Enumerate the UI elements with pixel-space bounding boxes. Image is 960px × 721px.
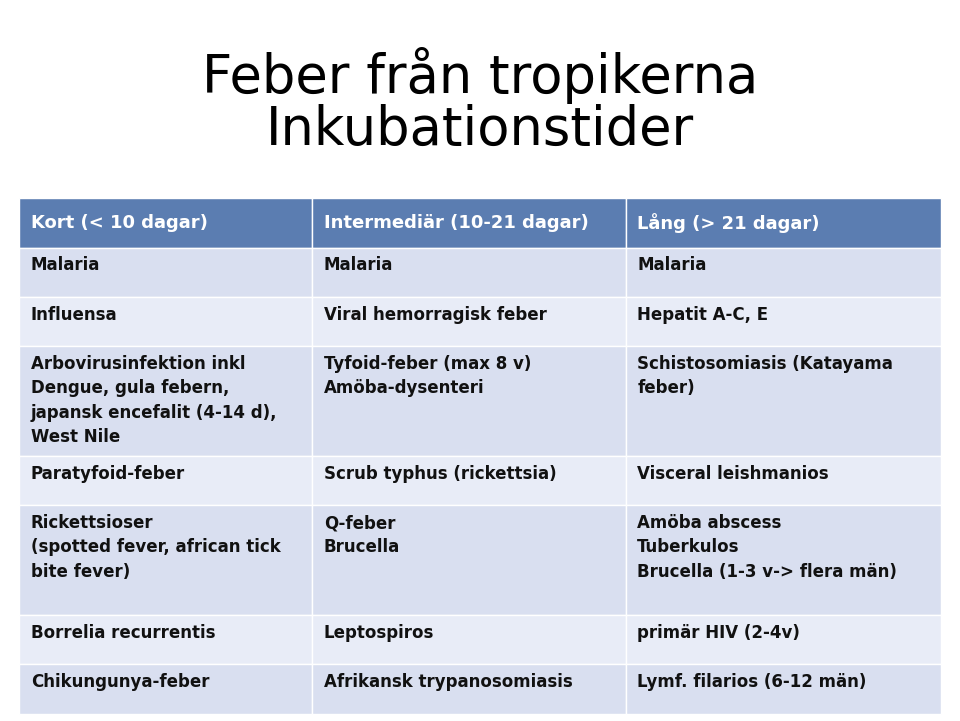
Text: Viral hemorragisk feber: Viral hemorragisk feber (324, 306, 546, 324)
Text: Hepatit A-C, E: Hepatit A-C, E (637, 306, 768, 324)
Text: Scrub typhus (rickettsia): Scrub typhus (rickettsia) (324, 464, 557, 482)
Text: Malaria: Malaria (637, 256, 707, 274)
Text: Borrelia recurrentis: Borrelia recurrentis (31, 624, 215, 642)
Text: Malaria: Malaria (31, 256, 100, 274)
Text: Arbovirusinfektion inkl
Dengue, gula febern,
japansk encefalit (4-14 d),
West Ni: Arbovirusinfektion inkl Dengue, gula feb… (31, 355, 277, 446)
Text: Afrikansk trypanosomiasis: Afrikansk trypanosomiasis (324, 673, 572, 691)
Text: Intermediär (10-21 dagar): Intermediär (10-21 dagar) (324, 214, 588, 232)
Text: Malaria: Malaria (324, 256, 394, 274)
Text: Feber från tropikerna: Feber från tropikerna (202, 47, 758, 105)
Text: primär HIV (2-4v): primär HIV (2-4v) (637, 624, 800, 642)
Text: Lång (> 21 dagar): Lång (> 21 dagar) (637, 213, 820, 233)
Text: Visceral leishmanios: Visceral leishmanios (637, 464, 828, 482)
Text: Tyfoid-feber (max 8 v)
Amöba-dysenteri: Tyfoid-feber (max 8 v) Amöba-dysenteri (324, 355, 531, 397)
Text: Chikungunya-feber: Chikungunya-feber (31, 673, 209, 691)
Text: Paratyfoid-feber: Paratyfoid-feber (31, 464, 185, 482)
Text: Schistosomiasis (Katayama
feber): Schistosomiasis (Katayama feber) (637, 355, 893, 397)
Text: Amöba abscess
Tuberkulos
Brucella (1-3 v-> flera män): Amöba abscess Tuberkulos Brucella (1-3 v… (637, 514, 897, 580)
Text: Inkubationstider: Inkubationstider (266, 104, 694, 156)
Text: Kort (< 10 dagar): Kort (< 10 dagar) (31, 214, 207, 232)
Text: Leptospiros: Leptospiros (324, 624, 434, 642)
Text: Q-feber
Brucella: Q-feber Brucella (324, 514, 400, 557)
Text: Lymf. filarios (6-12 män): Lymf. filarios (6-12 män) (637, 673, 867, 691)
Text: Rickettsioser
(spotted fever, african tick
bite fever): Rickettsioser (spotted fever, african ti… (31, 514, 280, 580)
Text: Influensa: Influensa (31, 306, 117, 324)
